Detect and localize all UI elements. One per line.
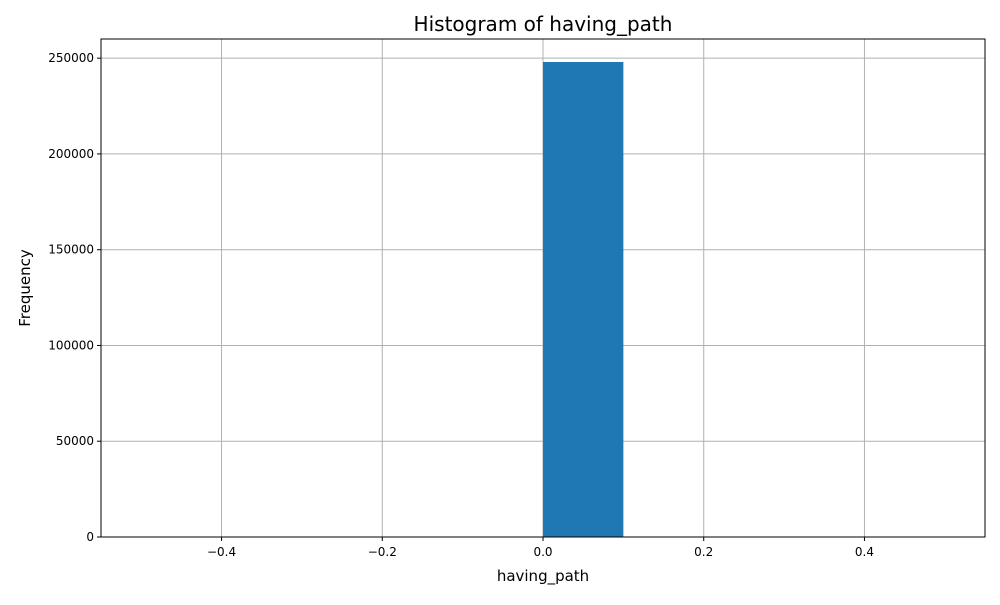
histogram-bar bbox=[543, 61, 624, 537]
bar-layer bbox=[543, 61, 624, 537]
y-axis-label: Frequency bbox=[16, 249, 34, 327]
y-tick-label: 50000 bbox=[56, 434, 94, 448]
chart-title: Histogram of having_path bbox=[414, 12, 673, 36]
x-tick-label: 0.2 bbox=[694, 545, 713, 559]
tick-layer: −0.4 −0.2 0.0 0.2 0.4 0 50000 100000 150000 20000… bbox=[48, 51, 874, 559]
y-tick-label: 0 bbox=[86, 530, 94, 544]
y-tick-label: 200000 bbox=[48, 147, 94, 161]
x-axis-label: having_path bbox=[497, 567, 589, 586]
x-tick-label: −0.4 bbox=[207, 545, 236, 559]
y-tick-label: 100000 bbox=[48, 338, 94, 352]
x-tick-label: −0.2 bbox=[368, 545, 397, 559]
y-tick-label: 150000 bbox=[48, 243, 94, 257]
x-tick-label: 0.0 bbox=[533, 545, 552, 559]
x-tick-label: 0.4 bbox=[855, 545, 874, 559]
y-tick-label: 250000 bbox=[48, 51, 94, 65]
